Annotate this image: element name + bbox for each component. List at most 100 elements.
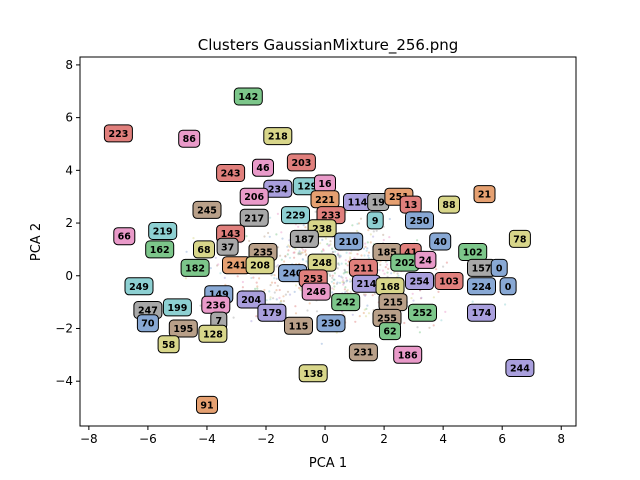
background-point <box>332 288 335 291</box>
background-point <box>305 260 308 263</box>
cluster-label-box <box>467 277 496 296</box>
background-point <box>364 293 367 296</box>
background-point <box>356 253 359 256</box>
y-tick-label: −4 <box>55 374 73 388</box>
background-point <box>419 297 423 300</box>
background-point <box>343 268 346 271</box>
cluster-label: 224 <box>467 277 496 296</box>
cluster-label: 211 <box>348 258 378 277</box>
cluster-label-text: 199 <box>167 303 187 314</box>
cluster-label-text: 218 <box>268 132 288 143</box>
background-point <box>367 251 371 254</box>
cluster-label: 58 <box>157 335 180 354</box>
cluster-label-text: 62 <box>383 327 396 338</box>
cluster-label-box <box>348 343 378 362</box>
background-point <box>216 264 219 267</box>
cluster-label-text: 168 <box>380 282 400 293</box>
cluster-label: 252 <box>408 303 437 322</box>
background-point <box>355 229 359 232</box>
background-point <box>336 267 339 270</box>
background-point <box>321 238 324 241</box>
x-tick-label: −6 <box>139 432 157 446</box>
background-point <box>344 271 347 274</box>
cluster-label: 62 <box>379 322 401 341</box>
cluster-label: 182 <box>180 258 210 277</box>
background-point <box>363 308 366 311</box>
cluster-label: 254 <box>405 272 434 290</box>
cluster-label-text: 231 <box>353 348 373 359</box>
background-point <box>269 296 272 299</box>
cluster-label: 203 <box>286 153 316 172</box>
cluster-label: 66 <box>113 227 136 246</box>
background-point <box>297 225 300 228</box>
background-point <box>367 256 370 260</box>
x-tick-label: −8 <box>80 432 98 446</box>
background-point <box>282 300 285 303</box>
background-point <box>248 239 251 243</box>
background-point <box>338 281 342 284</box>
cluster-label: 246 <box>301 282 331 301</box>
cluster-label-text: 253 <box>303 274 323 285</box>
cluster-label-text: 223 <box>108 129 128 140</box>
background-point <box>342 279 345 282</box>
cluster-label: 128 <box>198 324 228 343</box>
cluster-label-text: 102 <box>463 248 483 259</box>
cluster-label-text: 187 <box>294 234 314 245</box>
background-point <box>268 235 271 238</box>
background-point <box>381 269 385 272</box>
background-point <box>286 253 289 256</box>
cluster-label-text: 235 <box>253 248 273 259</box>
background-point <box>337 262 340 265</box>
cluster-label-box <box>331 293 361 312</box>
background-point <box>301 258 304 261</box>
background-point <box>435 268 438 271</box>
cluster-label: 208 <box>245 256 275 275</box>
background-point <box>276 264 280 267</box>
background-point <box>342 272 345 275</box>
cluster-label: 88 <box>438 195 460 214</box>
cluster-label-text: 238 <box>312 224 332 235</box>
cluster-label-box <box>405 211 434 230</box>
background-point <box>278 288 281 292</box>
cluster-label-text: 16 <box>318 179 332 190</box>
background-point <box>329 240 332 243</box>
background-point <box>331 276 334 279</box>
background-point <box>263 235 266 238</box>
cluster-label: 231 <box>348 343 378 362</box>
cluster-label-box <box>162 298 192 317</box>
cluster-label-box <box>505 359 535 377</box>
background-point <box>326 243 329 246</box>
background-point <box>372 235 375 238</box>
cluster-label-text: 41 <box>404 248 417 259</box>
cluster-label-text: 214 <box>356 279 376 290</box>
background-point <box>345 251 348 254</box>
background-point <box>288 245 291 248</box>
cluster-label-text: 242 <box>336 298 356 309</box>
background-point <box>223 276 226 279</box>
cluster-label-box <box>316 314 346 333</box>
background-point <box>366 241 369 244</box>
background-point <box>293 290 296 293</box>
cluster-label-text: 248 <box>312 258 332 269</box>
cluster-label-text: 103 <box>439 277 459 288</box>
background-point <box>282 295 285 298</box>
cluster-label: 78 <box>508 229 531 248</box>
cluster-label: 142 <box>233 87 263 106</box>
cluster-label-text: 224 <box>472 282 492 293</box>
cluster-label-text: 251 <box>389 192 409 203</box>
background-point <box>269 216 272 219</box>
cluster-label-text: 58 <box>162 340 176 351</box>
cluster-label: 217 <box>239 208 269 227</box>
background-point <box>293 251 296 254</box>
cluster-label-box <box>196 395 218 414</box>
background-point <box>219 272 222 275</box>
cluster-label-box <box>490 258 508 277</box>
background-point <box>378 269 381 272</box>
background-point <box>345 271 348 274</box>
background-point <box>292 251 295 254</box>
cluster-label-text: 221 <box>315 195 335 206</box>
background-point <box>256 285 259 288</box>
background-point <box>339 254 342 257</box>
background-point <box>428 326 431 329</box>
cluster-label-text: 24 <box>419 255 433 266</box>
